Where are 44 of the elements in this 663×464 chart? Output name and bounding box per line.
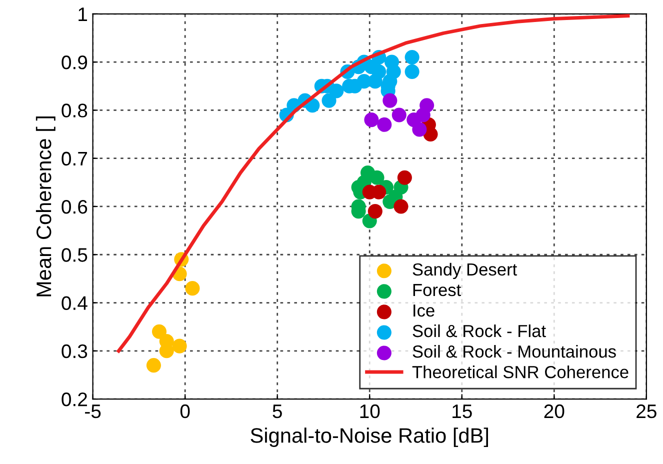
point bbox=[322, 93, 336, 108]
point bbox=[152, 324, 167, 339]
y-tick-label: 0.4 bbox=[62, 296, 88, 310]
y-tick-label: 1 bbox=[78, 8, 88, 21]
x-tick-label: 5 bbox=[272, 404, 282, 418]
point bbox=[146, 358, 161, 373]
point bbox=[394, 199, 408, 214]
x-tick-label: 0 bbox=[180, 404, 190, 418]
x-axis-title: Signal-to-Noise Ratio [dB] bbox=[250, 428, 488, 448]
point bbox=[377, 117, 392, 132]
point bbox=[404, 64, 420, 79]
point bbox=[423, 126, 438, 142]
legend-label: Sandy Desert bbox=[412, 262, 518, 280]
point bbox=[364, 112, 379, 128]
point bbox=[368, 204, 382, 219]
point bbox=[370, 170, 384, 185]
x-tick-label: 15 bbox=[452, 404, 472, 418]
y-tick-label: 0.9 bbox=[62, 56, 88, 70]
point bbox=[404, 50, 420, 65]
x-tick-label: -5 bbox=[85, 404, 101, 418]
y-tick-label: 0.5 bbox=[62, 248, 88, 262]
x-tick-label: 25 bbox=[636, 404, 656, 418]
point bbox=[172, 338, 187, 354]
point bbox=[382, 93, 398, 108]
y-tick-label: 0.7 bbox=[62, 152, 87, 166]
legend-label: Soil & Rock - Flat bbox=[412, 324, 546, 338]
legend-label: Theoretical SNR Coherence bbox=[412, 365, 628, 378]
x-tick-label: 20 bbox=[544, 404, 564, 418]
y-tick-label: 0.8 bbox=[62, 104, 88, 118]
point bbox=[372, 64, 386, 79]
point bbox=[185, 281, 200, 296]
legend-label: Forest bbox=[413, 284, 462, 296]
point bbox=[329, 84, 344, 98]
point bbox=[416, 108, 430, 122]
x-tick-label: 10 bbox=[360, 404, 380, 418]
y-tick-label: 0.6 bbox=[62, 200, 88, 214]
point bbox=[397, 170, 412, 185]
point bbox=[392, 108, 406, 122]
legend-label: Ice bbox=[414, 304, 434, 317]
legend-label: Soil & Rock - Mountainous bbox=[412, 344, 616, 358]
y-tick-label: 0.3 bbox=[62, 344, 88, 358]
point bbox=[412, 122, 427, 137]
y-axis-title: Mean Coherence [ ] bbox=[36, 116, 56, 296]
y-tick-label: 0.2 bbox=[62, 392, 87, 406]
